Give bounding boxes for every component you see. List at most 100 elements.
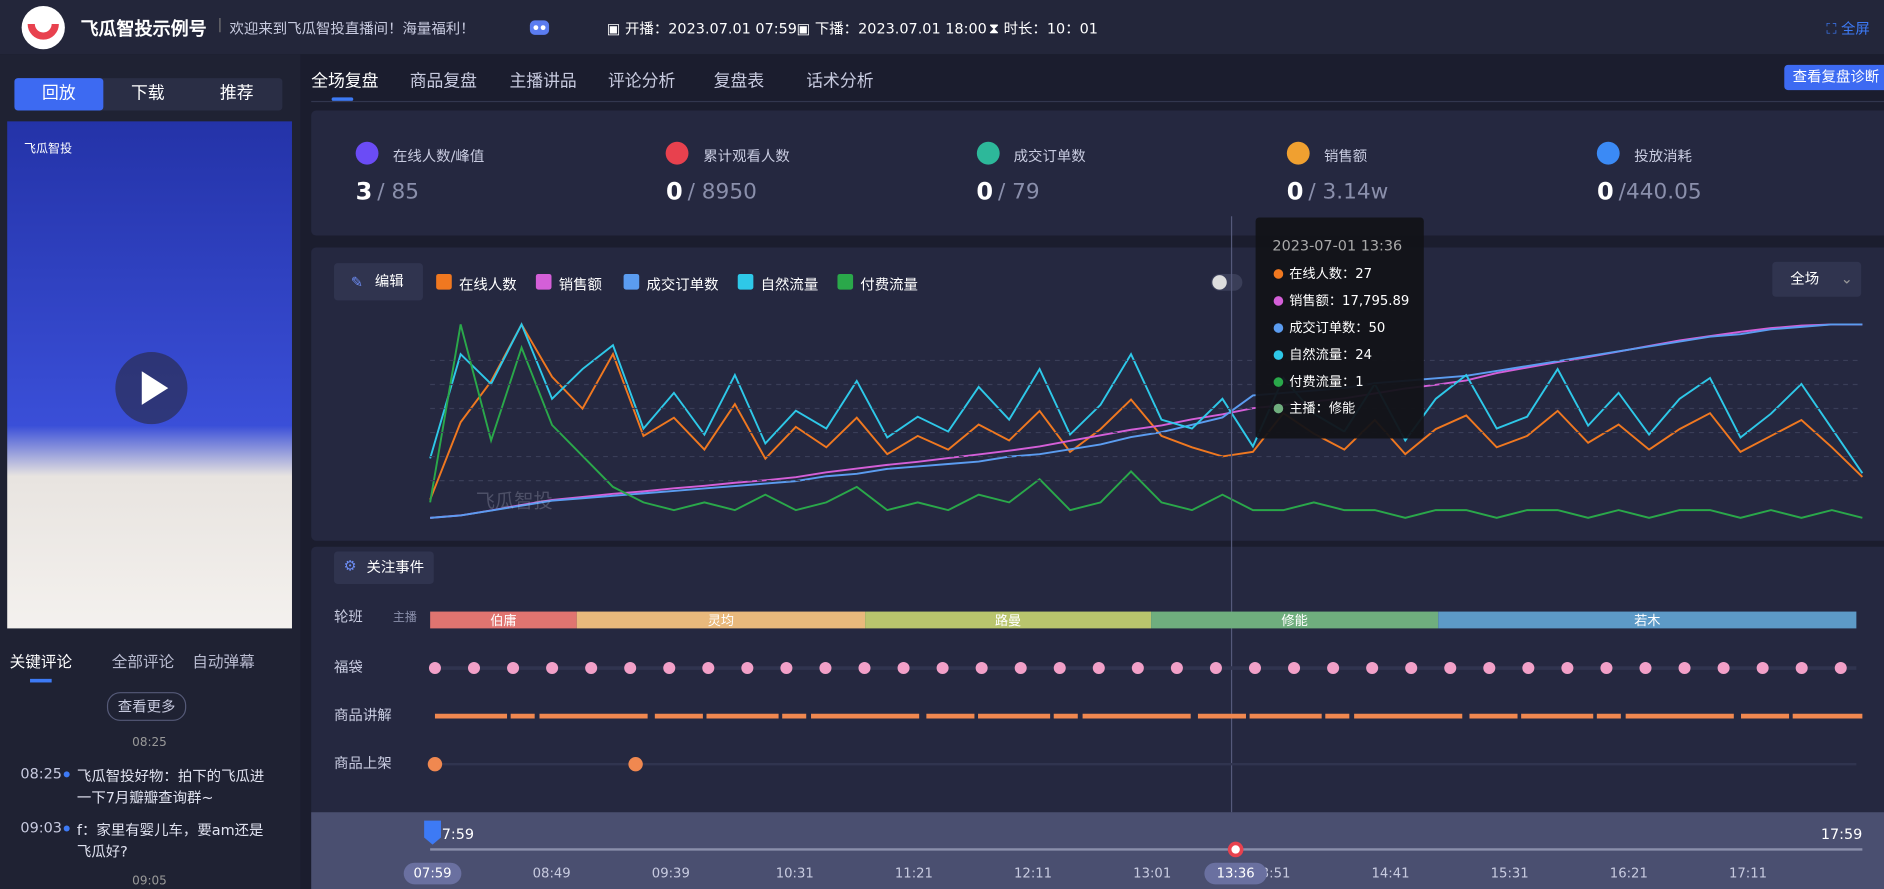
tooltip-dot [1273, 403, 1284, 414]
nav-tab[interactable]: 复盘表 [713, 72, 765, 92]
shift-segment [865, 611, 1152, 629]
timeline-tick: 15:31 [1491, 867, 1529, 882]
comment-tab[interactable]: 关键评论 [9, 653, 73, 672]
fullscreen-label[interactable]: 全屏 [1841, 20, 1870, 38]
edit-label[interactable]: 编辑 [374, 272, 404, 290]
event-row-label: 商品上架 [334, 755, 392, 772]
lucky-bag [1834, 662, 1847, 675]
tooltip-item: 成交订单数：50 [1289, 319, 1385, 336]
nav-tab[interactable]: 主播讲品 [509, 72, 577, 92]
tooltip-value: 1 [1355, 375, 1363, 390]
tooltip-label: 销售额： [1289, 293, 1342, 309]
legend-swatch [535, 273, 552, 290]
nav-tab[interactable]: 评论分析 [607, 72, 676, 92]
start-value: 2023.07.01 07:59 [668, 20, 797, 38]
series-line [430, 323, 1863, 519]
lucky-bag [624, 662, 637, 675]
end-label: 下播： [814, 20, 859, 38]
lucky-bag [1053, 662, 1066, 675]
events-title[interactable]: 关注事件 [366, 558, 425, 576]
lucky-bag [1600, 662, 1613, 675]
end-time: ▣ 下播：2023.07.01 18:00 [796, 20, 987, 38]
series-line [430, 323, 1863, 519]
shift-sub: 主播 [393, 610, 417, 624]
tooltip-value: 24 [1355, 348, 1372, 363]
stat-total: /440.05 [1618, 179, 1702, 205]
stat-value: 0 [976, 176, 994, 206]
events-panel: 关注事件 ⚙ [311, 546, 1884, 824]
diagnose-button[interactable]: 查看复盘诊断 [1784, 64, 1884, 91]
nav-underline [331, 97, 354, 101]
lucky-bag [1522, 662, 1535, 675]
current-knob [1227, 841, 1244, 858]
range-select[interactable]: 全场 ⌄ [1772, 261, 1862, 297]
tooltip-anchor: 主播：修能 [1289, 401, 1355, 417]
fullscreen[interactable]: ⛶ 全屏 [1826, 20, 1870, 38]
sidebar-tabs: 回放 下载 推荐 [14, 78, 283, 111]
timeline-tick: 07:59 [414, 867, 452, 882]
start-handle [424, 820, 441, 845]
event-row-label: 商品讲解 [334, 707, 392, 724]
shift-name: 若木 [1634, 613, 1660, 629]
range-label[interactable]: 全场 [1790, 270, 1820, 288]
comment-time: 08:25 [20, 765, 62, 783]
stat-total: / 3.14w [1308, 179, 1389, 205]
nav-tab[interactable]: 全场复盘 [311, 72, 379, 92]
sidebar: 回放 下载 推荐 飞瓜智投 关键评论 全部评论 自动弹幕 查看更多 08:25 08:2… [0, 54, 301, 889]
logo [21, 6, 65, 50]
more-button[interactable]: 查看更多 [106, 692, 187, 721]
shift-segment [430, 611, 577, 629]
tooltip-item: 自然流量：24 [1289, 346, 1372, 363]
tooltip-dot [1273, 350, 1284, 360]
start-label: 开播： [624, 20, 669, 38]
lucky-bag [897, 662, 910, 675]
tooltip [1255, 217, 1424, 439]
shelf-item [628, 756, 643, 772]
stats-panel: 在线人数/峰值 3/ 85 累计观看人数 0/ 8950 成交订单数 0/ 79 销售额 0/… [311, 110, 1884, 236]
shift-name: 路曼 [995, 613, 1021, 629]
edit-button[interactable]: 编辑 [334, 263, 423, 301]
stat-total: / 8950 [687, 179, 757, 205]
watermark: 飞瓜智投 [476, 490, 553, 513]
tooltip-item: 销售额：17,795.89 [1289, 293, 1409, 309]
lucky-bag [1483, 662, 1496, 675]
comment-tab[interactable]: 全部评论 [111, 653, 175, 672]
stat-value: 0 [666, 176, 683, 206]
robot-icon[interactable] [527, 14, 551, 38]
lucky-bag [546, 662, 559, 675]
shift-segment [576, 611, 866, 629]
sidebar-tab[interactable]: 下载 [130, 84, 165, 104]
chevron: ⌄ [1840, 270, 1853, 288]
nav-tab[interactable]: 商品复盘 [409, 72, 478, 92]
shift-name: 修能 [1281, 613, 1307, 629]
tooltip-item: 付费流量：1 [1289, 374, 1363, 390]
sidebar-tab[interactable]: 回放 [14, 78, 104, 111]
lucky-bag [1756, 662, 1769, 675]
time-marker: 08:25 [132, 736, 167, 750]
lucky-bag [428, 662, 441, 675]
play-button[interactable] [113, 350, 190, 427]
gear-icon: ⚙ [343, 557, 357, 575]
comment-tabs: 关键评论 全部评论 自动弹幕 [0, 643, 300, 679]
legend-label: 付费流量 [860, 276, 918, 294]
video[interactable]: 飞瓜智投 [7, 121, 292, 629]
nav-tab[interactable]: 话术分析 [806, 72, 874, 92]
divider: | [217, 15, 223, 33]
events-button[interactable]: 关注事件 [334, 551, 434, 584]
lucky-bag [1366, 662, 1379, 675]
comment-text: f：家里有婴儿车，要am还是飞瓜好? [76, 821, 264, 861]
legend-swatch [737, 273, 754, 290]
current-highlight [1204, 862, 1267, 885]
lucky-bag [936, 662, 949, 675]
toggle[interactable] [1211, 273, 1243, 291]
sidebar-tab[interactable]: 推荐 [219, 84, 254, 104]
comment-tab[interactable]: 自动弹幕 [192, 653, 255, 672]
legend-label: 在线人数 [458, 276, 517, 294]
timeline-end: 17:59 [1821, 827, 1863, 843]
legend-label: 成交订单数 [646, 276, 719, 294]
timeline-current: 13:36 [1217, 867, 1255, 882]
legend-swatch [837, 273, 854, 290]
duration-value: 10：01 [1046, 20, 1098, 38]
lucky-bag [467, 662, 481, 675]
